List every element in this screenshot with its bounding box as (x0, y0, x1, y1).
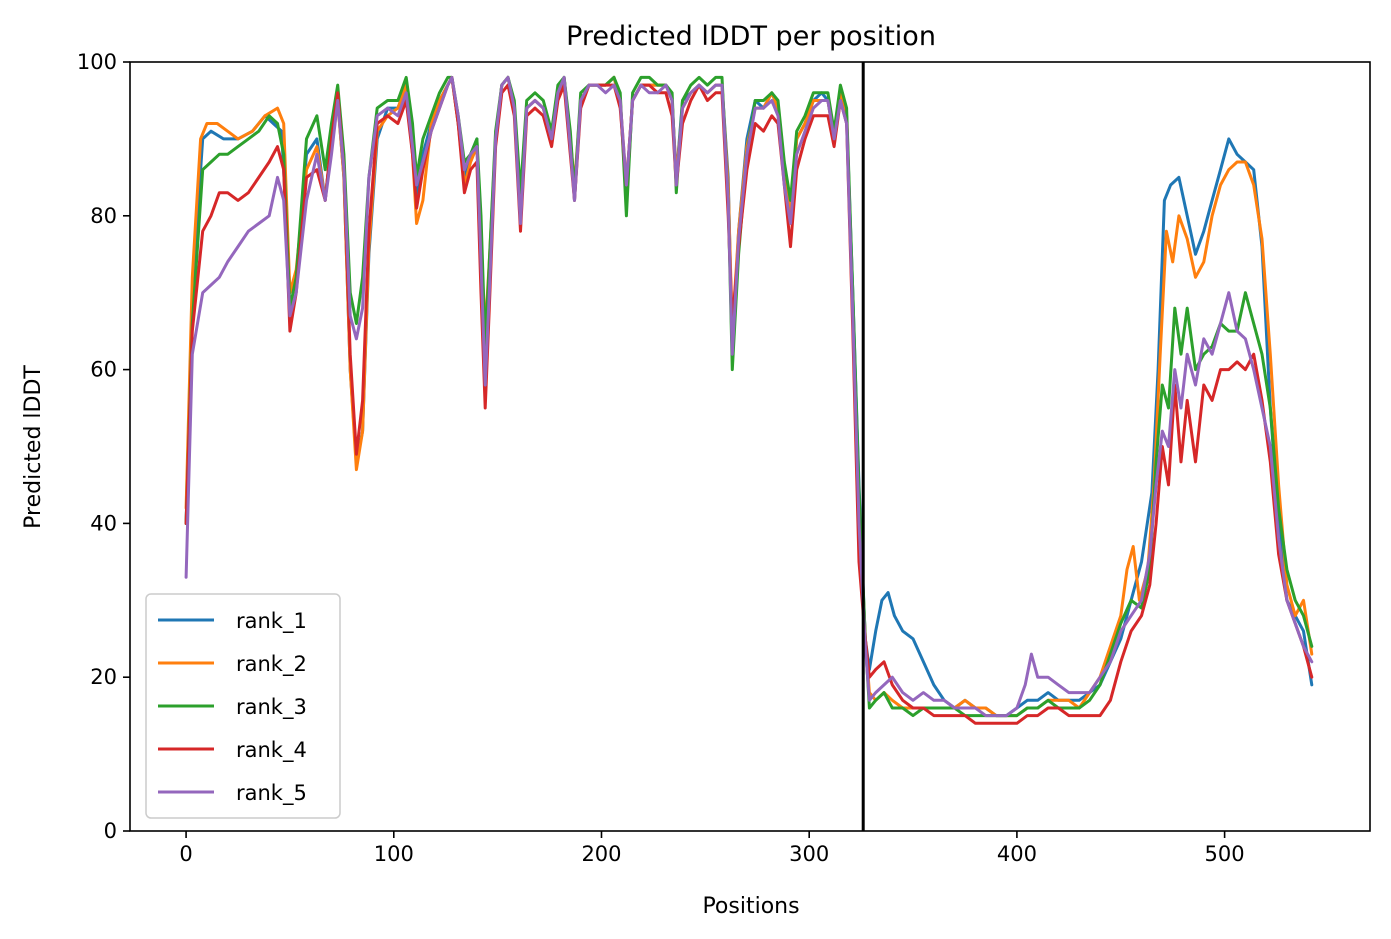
series-line-rank-3 (184, 75, 1314, 718)
series-line-rank-4 (184, 75, 1314, 725)
legend-box (145, 593, 341, 819)
y-tick-label: 0 (104, 819, 117, 843)
x-tick-label: 400 (997, 842, 1037, 866)
legend-label: rank_3 (236, 695, 307, 720)
y-tick-label: 40 (90, 511, 117, 535)
x-tick-label: 500 (1205, 842, 1245, 866)
axes-frame (129, 61, 1371, 832)
axis-ticks: 0 100 200 300 400 500 0 20 40 60 80 100 (77, 50, 1245, 866)
chart-title: Predicted lDDT per position (566, 21, 936, 52)
legend-label: rank_2 (236, 652, 307, 677)
y-tick-label: 60 (90, 358, 117, 382)
legend-label: rank_4 (236, 738, 307, 763)
x-tick-label: 300 (789, 842, 829, 866)
plot-area (129, 61, 1371, 832)
legend-label: rank_1 (236, 609, 307, 634)
legend-label: rank_5 (236, 781, 307, 806)
x-tick-label: 0 (179, 842, 192, 866)
x-axis-label: Positions (702, 894, 799, 919)
y-tick-label: 20 (90, 665, 117, 689)
y-tick-label: 100 (77, 50, 117, 74)
y-axis-label: Predicted lDDT (21, 365, 46, 529)
x-tick-label: 200 (581, 842, 621, 866)
x-tick-label: 100 (374, 842, 414, 866)
y-tick-label: 80 (90, 204, 117, 228)
legend: rank_1 rank_2 rank_3 rank_4 rank_5 (145, 593, 341, 819)
series-line-rank-5 (184, 75, 1314, 718)
